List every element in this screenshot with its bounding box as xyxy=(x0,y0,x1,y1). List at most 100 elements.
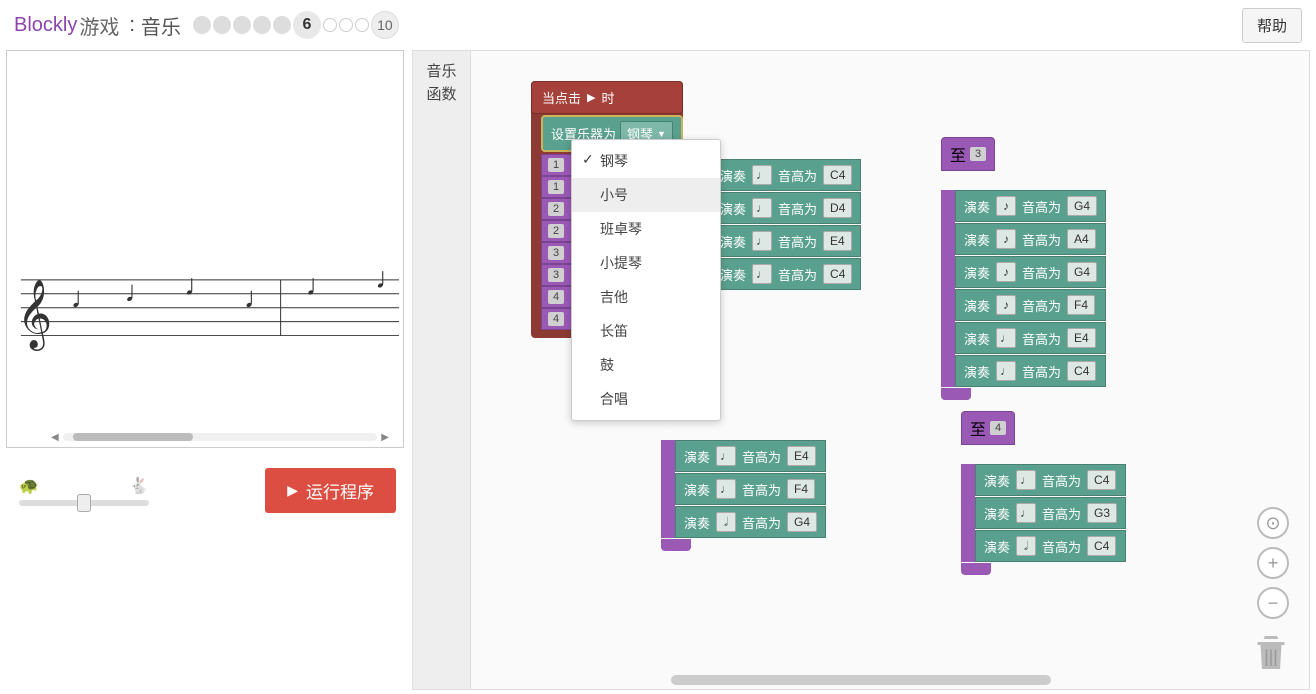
play-label: 演奏 xyxy=(984,537,1010,556)
brand-sub[interactable]: 游戏 xyxy=(79,11,119,40)
play-block[interactable]: 演奏 𝅗𝅥 音高为 C4 xyxy=(975,530,1126,562)
note-glyph[interactable]: ♩ xyxy=(752,165,772,185)
pitch-value[interactable]: F4 xyxy=(1067,295,1095,315)
play-block[interactable]: 演奏 ♪ 音高为 A4 xyxy=(955,223,1106,255)
play-block[interactable]: 演奏 ♪ 音高为 G4 xyxy=(955,190,1106,222)
level-dot-4[interactable] xyxy=(253,16,271,34)
workspace-scrollbar[interactable] xyxy=(671,675,1229,685)
group-4[interactable]: 至 4 - 演奏 ♩ 音高为 C4 演奏 ♩ 音高为 G3 演奏 𝅗𝅥 音高为 … xyxy=(961,411,1126,575)
play-block[interactable]: 演奏 𝅗𝅥 音高为 G4 xyxy=(675,506,826,538)
play-block[interactable]: 演奏 ♩ 音高为 G3 xyxy=(975,497,1126,529)
play-block[interactable]: 演奏 ♩ 音高为 D4 xyxy=(711,192,861,224)
pitch-value[interactable]: G3 xyxy=(1087,503,1117,523)
play-block[interactable]: 演奏 ♩ 音高为 E4 xyxy=(711,225,861,257)
play-block[interactable]: 演奏 ♩ 音高为 C4 xyxy=(711,159,861,191)
note-glyph[interactable]: ♪ xyxy=(996,196,1016,216)
note-glyph[interactable]: ♩ xyxy=(716,446,736,466)
note-glyph[interactable]: ♩ xyxy=(716,479,736,499)
pitch-value[interactable]: D4 xyxy=(823,198,852,218)
staff-scrollbar[interactable]: ◀ ▶ xyxy=(47,431,393,443)
brand-link[interactable]: Blockly xyxy=(14,14,77,37)
pitch-value[interactable]: F4 xyxy=(787,479,815,499)
menu-item[interactable]: 合唱 xyxy=(572,382,720,416)
level-dot-5[interactable] xyxy=(273,16,291,34)
note-glyph[interactable]: 𝅗𝅥 xyxy=(716,512,736,532)
instrument-menu[interactable]: 钢琴小号班卓琴小提琴吉他长笛鼓合唱 xyxy=(571,139,721,421)
level-dot-3[interactable] xyxy=(233,16,251,34)
play-block[interactable]: 演奏 ♪ 音高为 G4 xyxy=(955,256,1106,288)
level-dot-8[interactable] xyxy=(339,18,353,32)
pitch-label: 音高为 xyxy=(1022,263,1061,282)
run-button[interactable]: ▶ 运行程序 xyxy=(265,468,396,513)
note-glyph[interactable]: ♩ xyxy=(996,328,1016,348)
menu-item[interactable]: 小提琴 xyxy=(572,246,720,280)
group4-head[interactable]: 至 4 xyxy=(961,411,1015,445)
pitch-value[interactable]: G4 xyxy=(1067,262,1097,282)
zoom-in-button[interactable]: + xyxy=(1257,547,1289,579)
play-block[interactable]: 演奏 ♩ 音高为 F4 xyxy=(675,473,826,505)
help-button[interactable]: 帮助 xyxy=(1242,8,1302,43)
toolbox-cat-music[interactable]: 音乐 xyxy=(419,61,464,84)
pitch-value[interactable]: C4 xyxy=(823,165,852,185)
play-block[interactable]: 演奏 ♪ 音高为 F4 xyxy=(955,289,1106,321)
pitch-value[interactable]: A4 xyxy=(1067,229,1096,249)
start-block[interactable]: 当点击 ▶ 时 xyxy=(531,81,683,114)
note-glyph[interactable]: ♪ xyxy=(996,229,1016,249)
pitch-label: 音高为 xyxy=(1022,329,1061,348)
scroll-left-icon[interactable]: ◀ xyxy=(47,432,63,443)
zoom-center-button[interactable]: ⊙ xyxy=(1257,507,1289,539)
note-glyph[interactable]: ♩ xyxy=(752,264,772,284)
level-dot-6[interactable]: 6 xyxy=(293,11,321,39)
play-block[interactable]: 演奏 ♩ 音高为 C4 xyxy=(955,355,1106,387)
scroll-right-icon[interactable]: ▶ xyxy=(377,432,393,443)
toolbox[interactable]: 音乐 函数 xyxy=(413,51,471,689)
slider-thumb[interactable] xyxy=(77,494,91,512)
svg-text:♩: ♩ xyxy=(305,269,335,302)
menu-item[interactable]: 鼓 xyxy=(572,348,720,382)
menu-item[interactable]: 长笛 xyxy=(572,314,720,348)
note-glyph[interactable]: 𝅗𝅥 xyxy=(1016,536,1036,556)
group-3[interactable]: 至 3 - 演奏 ♪ 音高为 G4 演奏 ♪ 音高为 A4 演奏 ♪ 音高为 G… xyxy=(941,137,1106,400)
group1-partial[interactable]: 演奏 ♩ 音高为 C4 演奏 ♩ 音高为 D4 演奏 ♩ 音高为 E4 演奏 ♩… xyxy=(711,159,861,291)
workspace[interactable]: 当点击 ▶ 时 设置乐器为 钢琴 ▼ 11223344 xyxy=(471,51,1309,689)
pitch-value[interactable]: G4 xyxy=(787,512,817,532)
note-glyph[interactable]: ♩ xyxy=(752,231,772,251)
trash-button[interactable] xyxy=(1253,629,1289,673)
note-glyph[interactable]: ♩ xyxy=(996,361,1016,381)
group3-head[interactable]: 至 3 xyxy=(941,137,995,171)
play-block[interactable]: 演奏 ♩ 音高为 C4 xyxy=(711,258,861,290)
pitch-label: 音高为 xyxy=(778,265,817,284)
trash-icon xyxy=(1253,629,1289,673)
toolbox-cat-func[interactable]: 函数 xyxy=(419,84,464,107)
pitch-value[interactable]: E4 xyxy=(1067,328,1096,348)
level-dot-9[interactable] xyxy=(355,18,369,32)
pitch-value[interactable]: E4 xyxy=(787,446,816,466)
pitch-value[interactable]: E4 xyxy=(823,231,852,251)
menu-item[interactable]: 班卓琴 xyxy=(572,212,720,246)
play-label: 演奏 xyxy=(964,362,990,381)
speed-slider[interactable] xyxy=(19,500,149,506)
pitch-value[interactable]: C4 xyxy=(1067,361,1096,381)
pitch-value[interactable]: C4 xyxy=(1087,470,1116,490)
play-block[interactable]: 演奏 ♩ 音高为 C4 xyxy=(975,464,1126,496)
note-glyph[interactable]: ♪ xyxy=(996,262,1016,282)
level-dot-7[interactable] xyxy=(323,18,337,32)
play-block[interactable]: 演奏 ♩ 音高为 E4 xyxy=(675,440,826,472)
menu-item[interactable]: 吉他 xyxy=(572,280,720,314)
level-dot-1[interactable] xyxy=(193,16,211,34)
level-dot-10[interactable]: 10 xyxy=(371,11,399,39)
menu-item[interactable]: 钢琴 xyxy=(572,144,720,178)
pitch-value[interactable]: C4 xyxy=(823,264,852,284)
note-glyph[interactable]: ♪ xyxy=(996,295,1016,315)
pitch-value[interactable]: C4 xyxy=(1087,536,1116,556)
level-dot-2[interactable] xyxy=(213,16,231,34)
zoom-out-button[interactable]: − xyxy=(1257,587,1289,619)
play-block[interactable]: 演奏 ♩ 音高为 E4 xyxy=(955,322,1106,354)
note-glyph[interactable]: ♩ xyxy=(752,198,772,218)
note-glyph[interactable]: ♩ xyxy=(1016,503,1036,523)
menu-item[interactable]: 小号 xyxy=(572,178,720,212)
svg-text:♩: ♩ xyxy=(244,282,274,315)
pitch-value[interactable]: G4 xyxy=(1067,196,1097,216)
chevron-down-icon: ▼ xyxy=(657,129,666,139)
note-glyph[interactable]: ♩ xyxy=(1016,470,1036,490)
